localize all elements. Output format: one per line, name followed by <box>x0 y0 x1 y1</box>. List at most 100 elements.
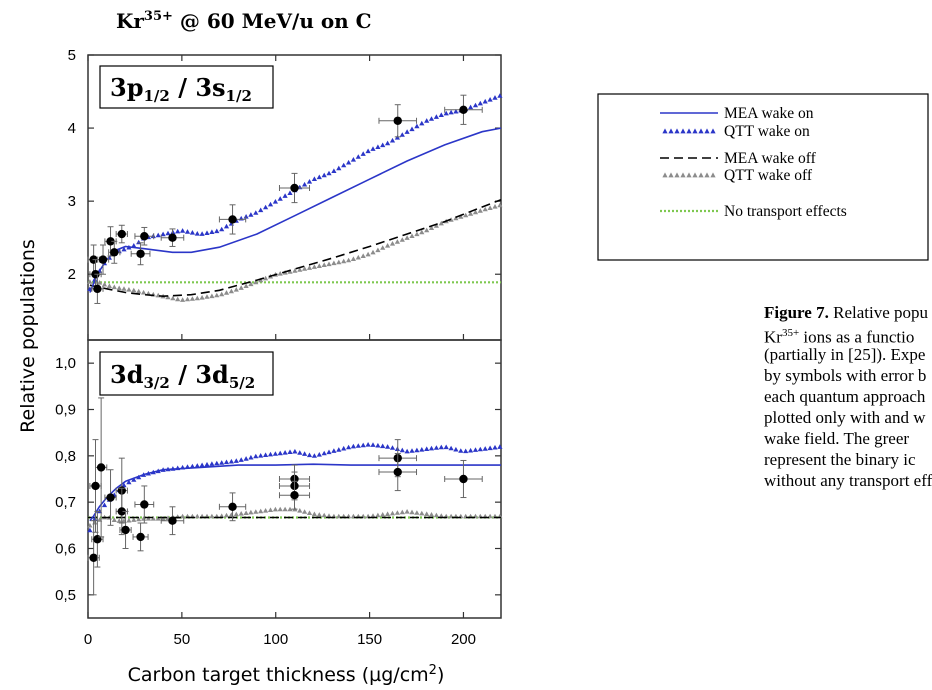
qtt-wake-on-point <box>419 120 425 126</box>
qtt-wake-on-point <box>477 446 483 452</box>
qtt-wake-on-point <box>321 172 327 178</box>
qtt-wake-off-point <box>263 508 269 513</box>
qtt-wake-off-point <box>321 512 327 518</box>
experiment-point <box>228 502 237 511</box>
qtt-wake-off-point <box>365 251 371 257</box>
qtt-wake-on-point <box>336 165 342 171</box>
qtt-wake-on-point <box>438 444 444 450</box>
qtt-wake-on-point <box>477 100 483 106</box>
qtt-wake-on-point <box>355 154 361 159</box>
qtt-wake-on-point <box>414 447 420 453</box>
legend-swatch-qtt-wake-on <box>674 128 680 134</box>
qtt-wake-off-point <box>482 206 488 212</box>
qtt-wake-off-point <box>311 264 317 269</box>
qtt-wake-off-point <box>228 288 234 294</box>
qtt-wake-off-point <box>194 513 200 519</box>
qtt-wake-on-point <box>365 442 371 447</box>
qtt-wake-on-point <box>492 444 498 450</box>
qtt-wake-off-point <box>248 281 254 287</box>
qtt-wake-off-point <box>468 211 474 216</box>
x-tick-label: 0 <box>84 631 92 648</box>
qtt-wake-on-point <box>370 442 376 447</box>
qtt-wake-off-point <box>277 271 283 276</box>
qtt-wake-on-point <box>184 229 191 234</box>
qtt-wake-on-point <box>253 453 259 459</box>
svg-text:3d3/2 / 3d5/2: 3d3/2 / 3d5/2 <box>110 360 255 392</box>
bottom-panel-series <box>87 397 503 596</box>
qtt-wake-off-point <box>253 509 259 514</box>
qtt-wake-on-point <box>287 449 293 454</box>
qtt-wake-off-point <box>180 297 186 302</box>
qtt-wake-off-point <box>433 512 439 518</box>
experiment-point <box>96 463 106 472</box>
qtt-wake-on-point <box>302 181 308 187</box>
qtt-wake-on-point <box>87 527 93 533</box>
caption-line: (partially in [25]). Expe <box>764 345 926 364</box>
experiment-point <box>168 233 177 242</box>
qtt-wake-on-point <box>414 123 420 129</box>
qtt-wake-on-point <box>316 174 322 180</box>
qtt-wake-off-point <box>336 259 342 265</box>
qtt-wake-off-point <box>111 284 117 290</box>
qtt-wake-on-point <box>399 132 405 137</box>
qtt-wake-on-point <box>341 445 347 451</box>
y-axis-title: Relative populations <box>17 239 39 433</box>
qtt-wake-on-point <box>497 444 503 449</box>
qtt-wake-on-point <box>204 230 210 235</box>
qtt-wake-on-point <box>350 443 356 449</box>
qtt-wake-off-point <box>399 237 405 242</box>
qtt-wake-on-point <box>463 448 469 454</box>
qtt-wake-on-point <box>326 170 332 176</box>
experiment-point <box>117 229 126 239</box>
x-tick-label: 150 <box>357 631 382 648</box>
qtt-wake-on-point <box>272 199 278 204</box>
y-tick-label: 0,7 <box>55 494 76 511</box>
qtt-wake-on-point <box>428 445 435 451</box>
qtt-wake-off-point <box>214 292 220 298</box>
qtt-wake-off-point <box>404 235 410 240</box>
qtt-wake-on-point <box>263 452 269 457</box>
figure-caption: Figure 7. Relative popu Kr35+ ions as a … <box>764 302 932 491</box>
qtt-wake-on-point <box>306 179 313 184</box>
qtt-wake-off-point <box>87 279 93 284</box>
qtt-wake-off-point <box>404 509 410 514</box>
qtt-wake-on-point <box>404 448 410 454</box>
mea-wake-off-line <box>89 198 502 298</box>
qtt-wake-on-point <box>160 231 166 237</box>
qtt-wake-off-point <box>433 223 439 228</box>
qtt-wake-on-point <box>297 450 303 455</box>
qtt-wake-on-point <box>248 212 254 217</box>
qtt-wake-on-point <box>277 196 283 201</box>
svg-text:3p1/2 / 3s1/2: 3p1/2 / 3s1/2 <box>110 73 252 105</box>
qtt-wake-on-point <box>321 450 327 456</box>
qtt-wake-off-point <box>424 227 430 233</box>
top-panel-series <box>87 93 503 304</box>
qtt-wake-on-point <box>258 207 264 213</box>
qtt-wake-off-point <box>311 511 317 517</box>
qtt-wake-on-point <box>194 231 200 236</box>
qtt-wake-off-point <box>438 220 444 226</box>
caption-line: without any transport eff <box>764 471 932 490</box>
qtt-wake-off-point <box>306 510 313 515</box>
x-tick-label: 100 <box>263 631 288 648</box>
qtt-wake-off-point <box>131 517 137 522</box>
qtt-wake-off-point <box>287 269 293 274</box>
qtt-wake-off-point <box>209 293 215 299</box>
experiment-point <box>89 553 98 562</box>
qtt-wake-off-point <box>331 260 337 266</box>
legend-swatch-qtt-wake-on <box>686 128 692 134</box>
qtt-wake-off-point <box>316 263 322 268</box>
qtt-wake-off-point <box>258 508 264 514</box>
qtt-wake-on-point <box>121 246 127 252</box>
qtt-wake-on-point <box>468 447 474 453</box>
legend-swatch-qtt-wake-off <box>710 172 716 178</box>
qtt-wake-off-point <box>389 241 396 246</box>
qtt-wake-off-point <box>136 516 142 522</box>
qtt-wake-on-point <box>243 456 249 461</box>
qtt-wake-on-point <box>448 109 454 115</box>
legend-swatch-qtt-wake-off <box>680 172 686 178</box>
qtt-wake-on-point <box>180 228 186 233</box>
qtt-wake-on-point <box>223 223 230 229</box>
qtt-wake-off-point <box>141 289 147 295</box>
